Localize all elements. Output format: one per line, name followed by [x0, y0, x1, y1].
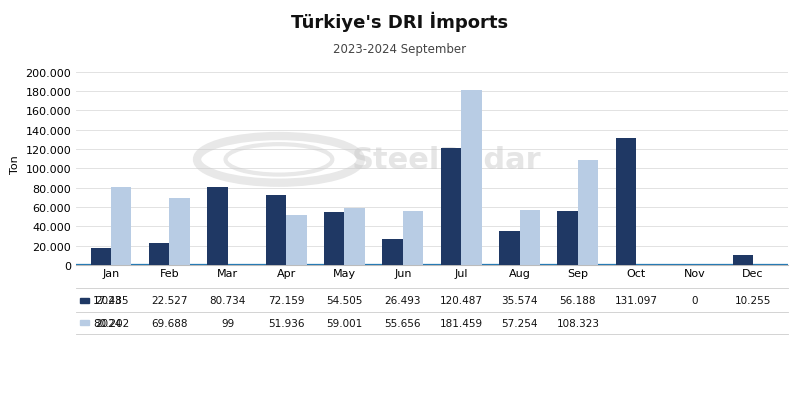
Text: 35.574: 35.574 [502, 296, 538, 306]
Bar [286, 215, 306, 265]
Text: 56.188: 56.188 [560, 296, 596, 306]
Bar [324, 213, 345, 265]
Bar [111, 188, 131, 265]
Text: 0: 0 [691, 296, 698, 306]
Bar [149, 243, 170, 265]
Bar [519, 210, 540, 265]
Bar [170, 198, 190, 265]
Bar [403, 211, 423, 265]
Text: 2023: 2023 [95, 296, 122, 306]
FancyBboxPatch shape [79, 320, 90, 326]
Text: SteelRadar: SteelRadar [351, 145, 541, 175]
Bar [578, 161, 598, 265]
Bar [733, 256, 753, 265]
Text: 80.734: 80.734 [210, 296, 246, 306]
Text: 55.656: 55.656 [385, 318, 421, 328]
Text: 59.001: 59.001 [326, 318, 362, 328]
Text: 10.255: 10.255 [734, 296, 771, 306]
Text: 2023-2024 September: 2023-2024 September [334, 43, 466, 55]
Text: 51.936: 51.936 [268, 318, 304, 328]
Bar [461, 90, 482, 265]
Bar [207, 188, 228, 265]
Bar [616, 139, 636, 265]
Text: 72.159: 72.159 [268, 296, 304, 306]
Text: 99: 99 [221, 318, 234, 328]
Text: 80.202: 80.202 [93, 318, 129, 328]
Text: Türkiye's DRI İmports: Türkiye's DRI İmports [291, 12, 509, 32]
Y-axis label: Ton: Ton [10, 155, 20, 173]
Text: 54.505: 54.505 [326, 296, 362, 306]
Bar [266, 196, 286, 265]
Bar [499, 231, 519, 265]
Text: 2024: 2024 [95, 318, 122, 328]
Bar [441, 149, 461, 265]
Text: 131.097: 131.097 [614, 296, 658, 306]
FancyBboxPatch shape [79, 298, 90, 303]
Bar [90, 248, 111, 265]
Text: 22.527: 22.527 [151, 296, 188, 306]
Text: 108.323: 108.323 [557, 318, 599, 328]
Bar [382, 240, 403, 265]
Text: 69.688: 69.688 [151, 318, 188, 328]
Text: 57.254: 57.254 [502, 318, 538, 328]
Bar [345, 209, 365, 265]
Text: 26.493: 26.493 [385, 296, 421, 306]
Text: 120.487: 120.487 [440, 296, 482, 306]
Bar [558, 211, 578, 265]
Text: 181.459: 181.459 [440, 318, 482, 328]
Text: 17.485: 17.485 [93, 296, 130, 306]
